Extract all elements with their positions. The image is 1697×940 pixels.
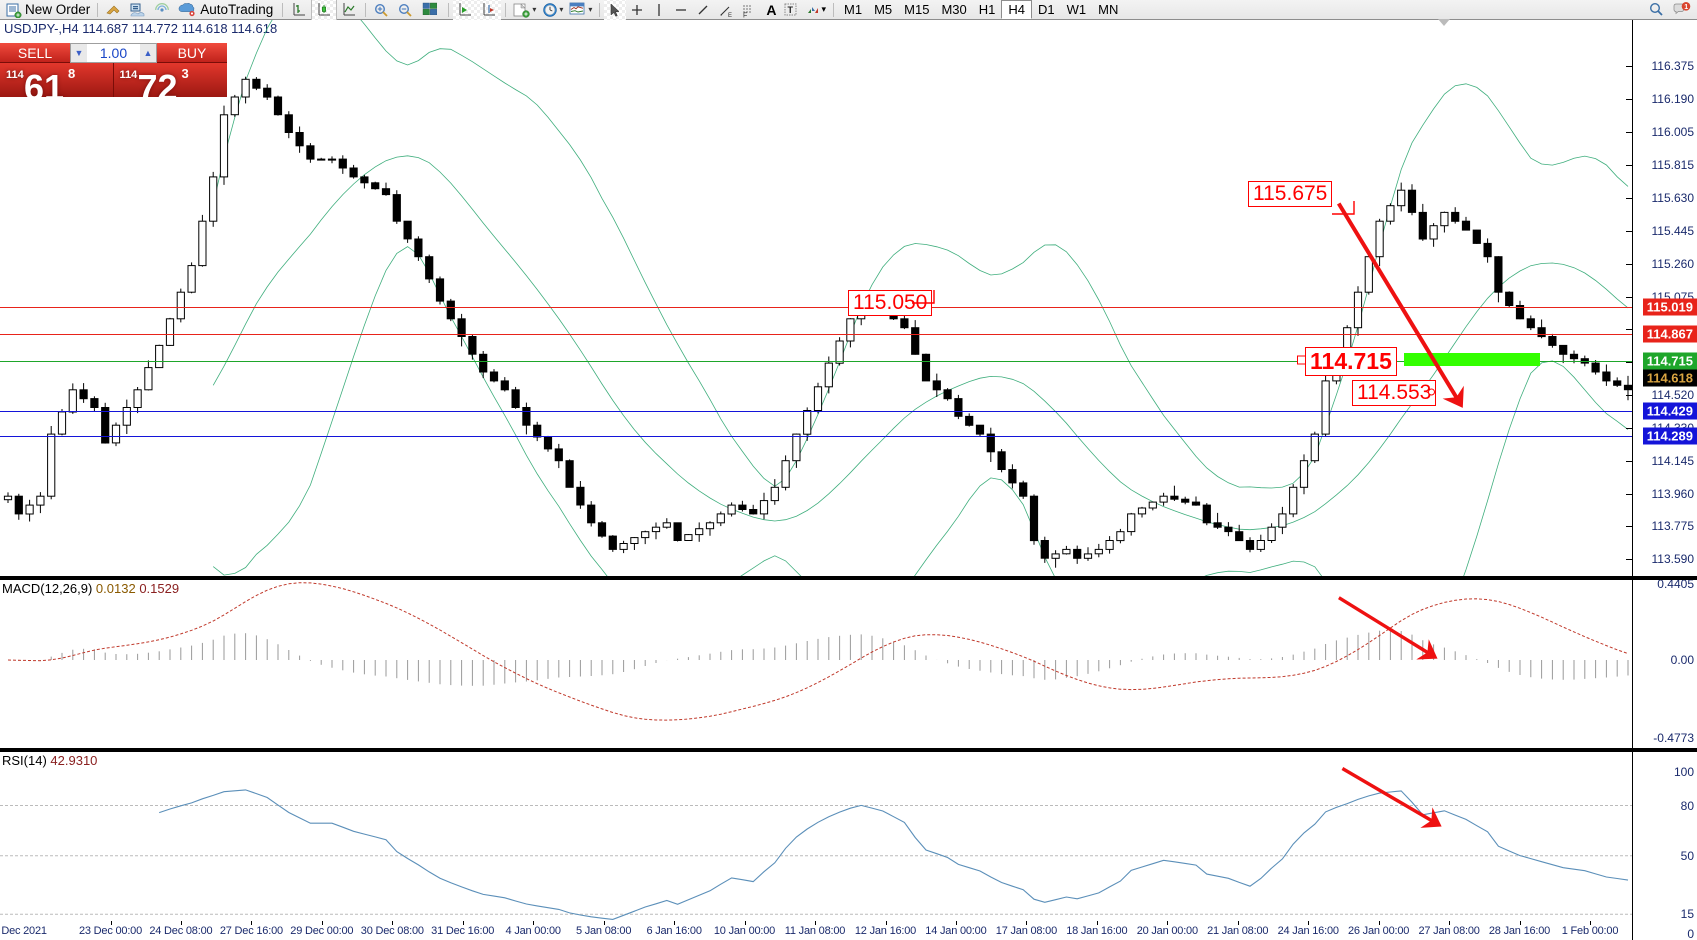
svg-text:1: 1 xyxy=(1684,4,1688,11)
svg-text:T: T xyxy=(788,5,794,15)
svg-text:F: F xyxy=(743,12,747,18)
svg-text:E: E xyxy=(728,13,732,18)
